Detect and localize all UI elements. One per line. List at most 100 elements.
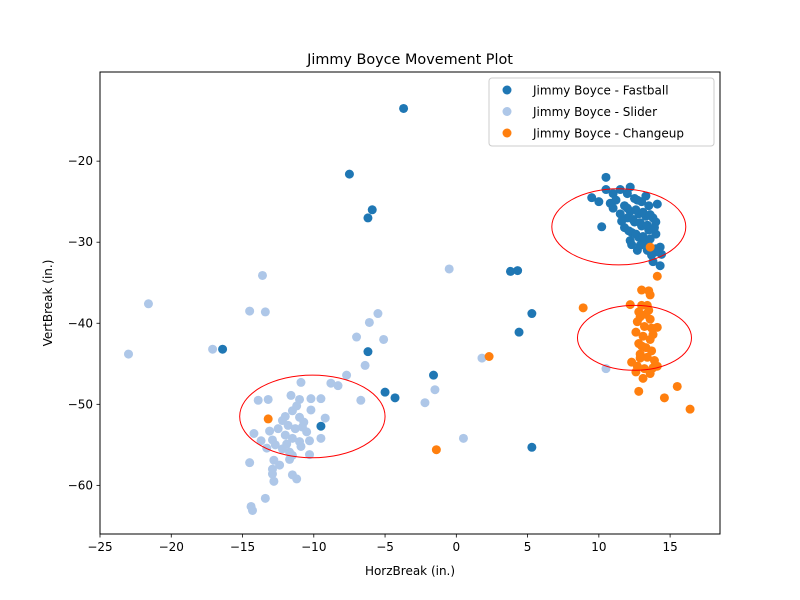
y-tick-label: −60 [68,478,93,492]
fastball-point [316,421,326,431]
changeup-point [649,356,659,366]
slider-point [282,439,292,449]
slider-point [273,424,283,434]
slider-point [256,436,266,446]
slider-point [352,332,362,342]
x-tick-label: −10 [301,540,326,554]
changeup-point [645,369,655,379]
fastball-point [608,203,618,213]
fastball-point [632,195,642,205]
legend-marker [502,128,512,138]
slider-point [326,378,336,388]
slider-point [245,458,255,468]
slider-point [265,426,275,436]
fastball-point [514,327,524,337]
slider-point [420,398,430,408]
fastball-point [628,215,638,225]
fastball-point [631,229,641,239]
slider-point [283,420,293,430]
changeup-point [645,290,655,300]
fastball-point [380,387,390,397]
slider-point [296,441,306,451]
slider-point [267,435,277,445]
chart-title: Jimmy Boyce Movement Plot [306,52,513,68]
changeup-point [431,445,441,455]
slider-point [275,460,285,470]
changeup-point [263,414,273,424]
slider-point [143,299,153,309]
slider-point [356,395,366,405]
legend-label: Jimmy Boyce - Fastball [532,84,669,98]
fastball-point [505,266,515,276]
fastball-point [527,442,537,452]
confidence-ellipse [576,304,692,371]
changeup-point [638,373,648,383]
slider-point [302,427,312,437]
points-layer [124,103,695,515]
legend-box [488,77,715,147]
slider-point [333,381,343,391]
fastball-point [625,182,635,192]
x-axis-label: HorzBreak (in.) [365,564,455,578]
slider-point [306,394,316,404]
legend: Jimmy Boyce - Fastball Jimmy Boyce - Slid… [488,77,715,147]
fastball-point [642,220,652,230]
changeup-point [635,353,645,363]
changeup-point [637,341,647,351]
y-axis-label: VertBreak (in.) [41,260,55,347]
fastball-point [601,172,611,182]
fastball-point [587,193,597,203]
changeup-point [578,303,588,313]
y-tick-label: −30 [68,235,93,249]
fastball-point [631,205,641,215]
confidence-ellipse [239,374,386,459]
fastball-point [622,203,632,213]
y-tick-label: −20 [68,154,93,168]
changeup-point [645,314,655,324]
slider-point [267,464,277,474]
plot-frame [99,71,721,535]
fastball-point [513,266,523,276]
legend-marker [502,85,512,95]
fastball-point [635,218,645,228]
fastball-point [594,197,604,207]
slider-point [253,395,263,405]
slider-point [430,385,440,395]
fastball-point [367,205,377,215]
changeup-point [645,242,655,252]
fastball-point [638,232,648,242]
x-tick-label: −15 [230,540,255,554]
changeup-point [637,285,647,295]
slider-point [342,370,352,380]
fastball-point [641,191,651,201]
slider-point [360,360,370,370]
changeup-point [631,327,641,337]
x-tick-label: 15 [662,540,677,554]
slider-point [260,493,270,503]
fastball-point [649,223,659,233]
slider-point [305,436,315,446]
changeup-point [644,305,654,315]
slider-point [295,394,305,404]
slider-point [285,447,295,457]
slider-point [262,443,272,453]
slider-point [373,309,383,319]
fastball-point [527,309,537,319]
fastball-point [597,222,607,232]
legend-marker [502,107,512,116]
x-tick-label: 10 [591,540,606,554]
fastball-point [429,370,439,380]
x-tick-label: −25 [87,540,112,554]
slider-point [364,317,374,327]
slider-point [306,405,316,415]
fastball-point [390,393,400,403]
fastball-point [611,195,621,205]
slider-point [246,501,256,511]
x-tick-label: 5 [524,540,532,554]
y-tick-label: −50 [68,397,93,411]
slider-point [458,433,468,443]
slider-point [257,270,267,280]
x-tick-label: −20 [159,540,184,554]
fastball-point [638,207,648,217]
